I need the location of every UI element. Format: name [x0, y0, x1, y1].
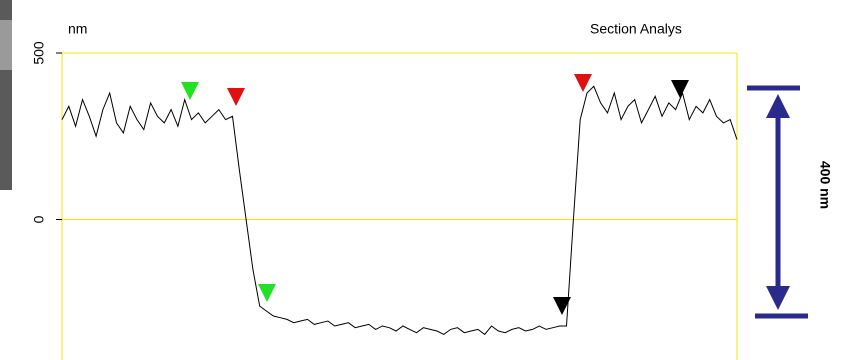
profile-line [61, 85, 738, 336]
marker [671, 80, 689, 98]
marker [181, 82, 199, 100]
y-tick-label: 0 [31, 215, 47, 223]
y-unit: nm [68, 21, 87, 37]
cursor-markers [181, 74, 689, 315]
annotation: 400 nm [817, 161, 833, 209]
chart-title: Section Analys [590, 21, 682, 37]
marker [574, 74, 592, 92]
marker [258, 284, 276, 302]
marker [227, 88, 245, 106]
arrow-head [766, 286, 790, 310]
y-tick-label: 500 [31, 41, 47, 65]
scale-arrow [747, 85, 808, 319]
marker [553, 297, 571, 315]
image-strip-highlight [0, 20, 12, 70]
arrow-head [766, 94, 790, 118]
